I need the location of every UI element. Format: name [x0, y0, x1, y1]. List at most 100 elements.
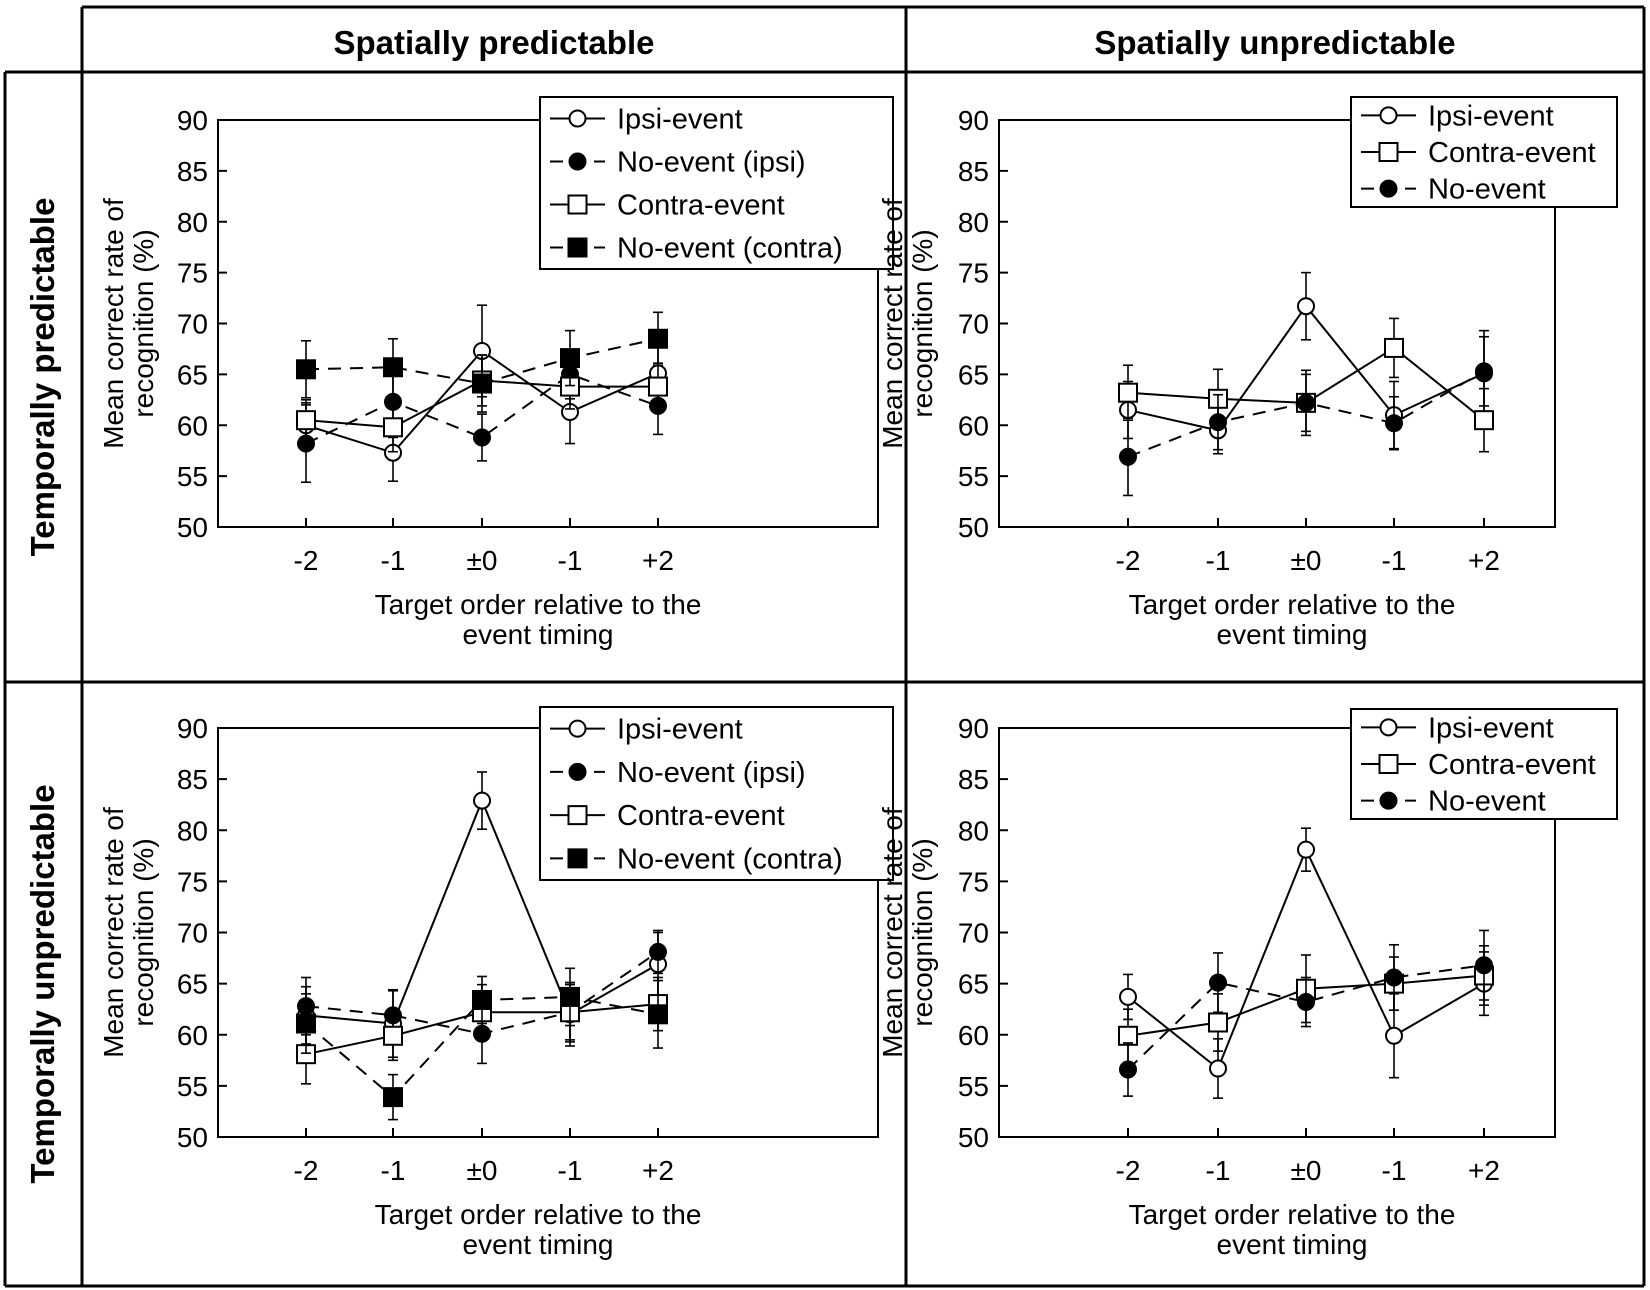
legend-marker-no-event-ipsi	[568, 152, 587, 171]
legend-marker-no-event	[1379, 179, 1398, 198]
y-tick-label: 65	[177, 969, 208, 1000]
data-point	[648, 328, 668, 349]
y-tick-label: 70	[958, 918, 989, 949]
legend-label-contra-event: Contra-event	[617, 800, 785, 832]
data-point	[1119, 447, 1137, 466]
y-tick-label: 80	[177, 815, 208, 846]
data-point	[1474, 410, 1494, 431]
x-tick-label: -1	[558, 1155, 583, 1186]
x-tick-label: -2	[1116, 1155, 1141, 1186]
y-tick-label: 65	[177, 359, 208, 390]
data-point	[473, 791, 491, 810]
chart-panel-temporally-predictable-spatially-predictable: 50 55 60 65 70 75 80 85 90 -2 -1 ±0 -1 +2 Target order…	[98, 96, 894, 650]
data-point	[648, 376, 668, 397]
y-tick-label: 75	[177, 866, 208, 897]
x-tick-label: +2	[1468, 1155, 1500, 1186]
data-point	[383, 1087, 403, 1108]
figure-grid	[3, 5, 1646, 1288]
y-axis-title: Mean correct rate ofrecognition (%)	[877, 807, 938, 1058]
y-tick-label: 60	[177, 1020, 208, 1051]
data-point	[1475, 956, 1493, 975]
y-tick-label: 70	[177, 918, 208, 949]
y-axis-title: Mean correct rate ofrecognition (%)	[98, 198, 159, 449]
legend-label-no-event: No-event	[1428, 174, 1546, 206]
data-point	[1385, 968, 1403, 987]
data-point	[383, 357, 403, 378]
data-point	[296, 1013, 316, 1034]
x-tick-label: -2	[1116, 545, 1141, 576]
legend-marker-ipsi-event	[568, 719, 587, 738]
y-tick-label: 85	[177, 156, 208, 187]
legend-label-no-event-contra: No-event (contra)	[617, 233, 843, 265]
legend-marker-no-event	[1379, 791, 1398, 810]
x-tick-label: -1	[1382, 1155, 1407, 1186]
y-tick-label: 85	[958, 764, 989, 795]
x-tick-label: -1	[1382, 545, 1407, 576]
x-axis-title: Target order relative to the event timing	[375, 1199, 702, 1260]
legend: Ipsi-event No-event (ipsi) Contra-event No-…	[539, 96, 894, 270]
y-tick-label: 70	[958, 309, 989, 340]
data-point	[649, 942, 667, 961]
legend-label-contra-event: Contra-event	[1428, 137, 1596, 169]
legend-label-ipsi-event: Ipsi-event	[1428, 712, 1554, 744]
legend-label-ipsi-event: Ipsi-event	[1428, 100, 1554, 132]
y-tick-label: 55	[177, 1071, 208, 1102]
legend: Ipsi-event Contra-event No-event	[1350, 96, 1618, 208]
y-tick-label: 50	[177, 512, 208, 543]
legend-label-ipsi-event: Ipsi-event	[617, 714, 743, 746]
x-axis-title: Target order relative to the event timing	[375, 589, 702, 650]
series-line	[305, 373, 659, 445]
x-axis-title: Target order relative to the event timing	[1129, 589, 1456, 650]
legend: Ipsi-event Contra-event No-event	[1350, 708, 1618, 820]
data-point	[648, 1004, 668, 1025]
x-tick-label: ±0	[467, 1155, 498, 1186]
data-point	[560, 986, 580, 1007]
x-tick-label: +2	[642, 1155, 674, 1186]
y-tick-label: 80	[958, 815, 989, 846]
legend-marker-ipsi-event	[568, 109, 587, 128]
y-tick-label: 55	[958, 1071, 989, 1102]
y-tick-label: 85	[958, 156, 989, 187]
x-tick-label: -1	[1206, 545, 1231, 576]
legend-box	[539, 706, 894, 881]
y-tick-label: 90	[958, 713, 989, 744]
y-tick-label: 90	[177, 713, 208, 744]
data-point	[1384, 337, 1404, 358]
data-point	[472, 373, 492, 394]
data-point	[296, 410, 316, 431]
chart-panel-temporally-predictable-spatially-unpredictable: 50 55 60 65 70 75 80 85 90 -2 -1 ±0 -1 +2 Target order…	[877, 96, 1618, 650]
y-tick-label: 85	[177, 764, 208, 795]
legend-label-no-event-contra: No-event (contra)	[617, 843, 843, 875]
x-tick-label: ±0	[467, 545, 498, 576]
legend: Ipsi-event No-event (ipsi) Contra-event No-…	[539, 706, 894, 881]
legend-marker-contra-event	[567, 194, 588, 215]
data-point	[1297, 840, 1315, 859]
series-no-event-contra	[296, 311, 668, 413]
x-tick-label: -2	[294, 545, 319, 576]
data-point	[1475, 362, 1493, 381]
legend-marker-contra-event	[1378, 754, 1399, 774]
row-header-temporally-predictable: Temporally predictable	[24, 198, 61, 557]
y-tick-label: 55	[958, 461, 989, 492]
legend-label-no-event: No-event	[1428, 786, 1546, 818]
data-point	[1209, 413, 1227, 432]
x-tick-label: +2	[1468, 545, 1500, 576]
data-point	[1297, 297, 1315, 316]
data-point	[1297, 993, 1315, 1012]
y-tick-label: 80	[958, 207, 989, 238]
y-tick-label: 55	[177, 461, 208, 492]
legend-marker-contra-event	[567, 805, 588, 826]
data-point	[1118, 1025, 1138, 1046]
data-point	[472, 989, 492, 1010]
series-line	[1127, 964, 1485, 1071]
legend-label-contra-event: Contra-event	[617, 190, 785, 222]
series-no-event	[1119, 929, 1493, 1097]
y-tick-label: 60	[958, 410, 989, 441]
column-header-spatially-predictable: Spatially predictable	[334, 24, 655, 61]
legend-box	[539, 96, 894, 270]
y-tick-label: 90	[177, 105, 208, 136]
legend-marker-ipsi-event	[1379, 106, 1398, 125]
data-point	[1208, 1012, 1228, 1033]
y-tick-label: 65	[958, 359, 989, 390]
